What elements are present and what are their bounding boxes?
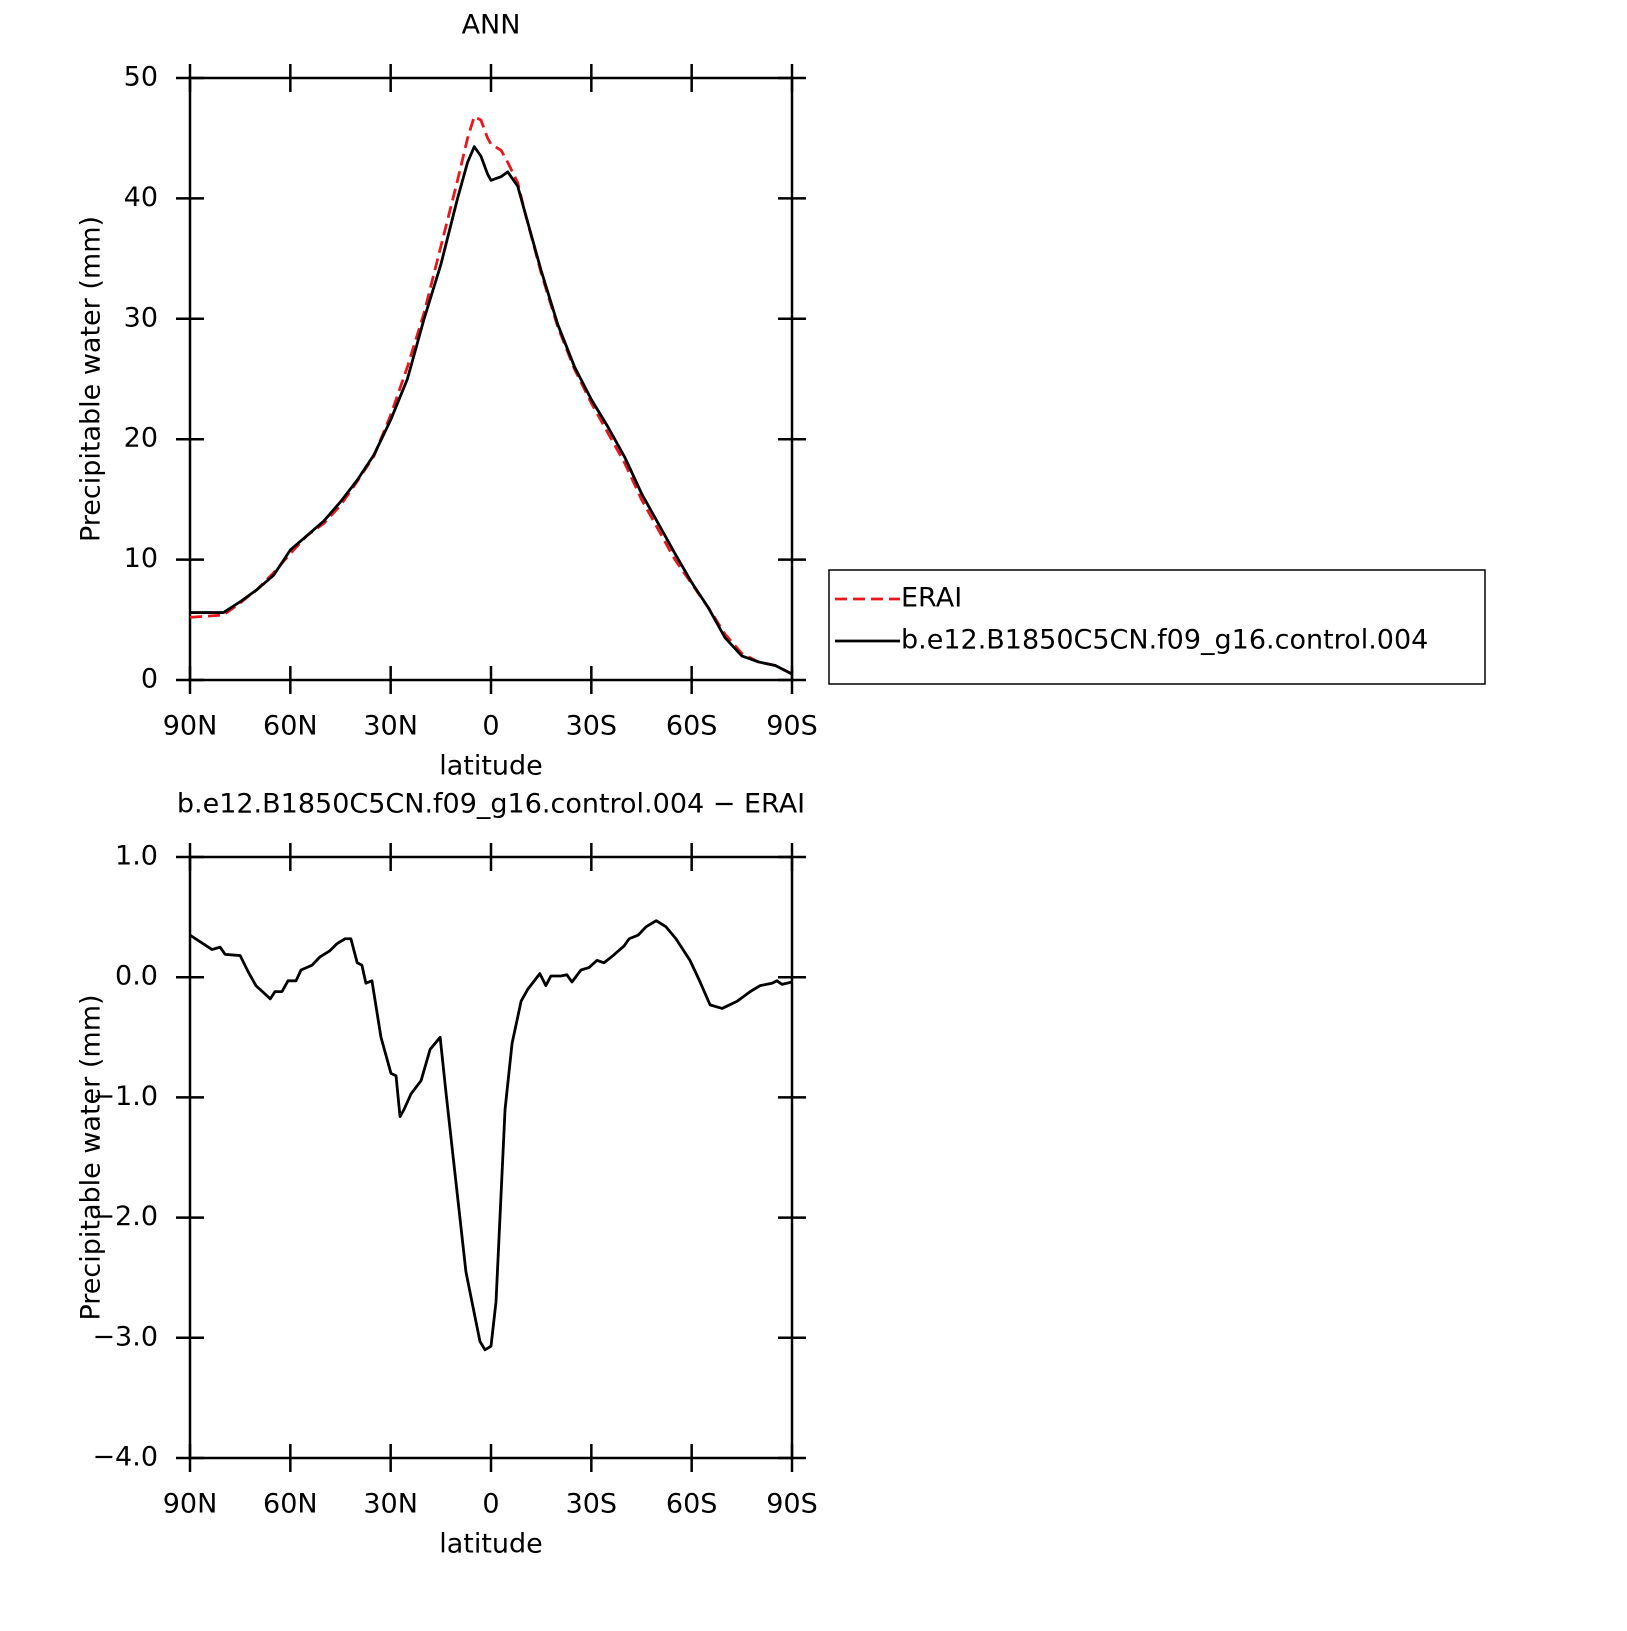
x-tick-label: 30N (363, 711, 418, 742)
x-tick-label: 0 (482, 1489, 499, 1520)
x-tick-label: 30S (566, 1489, 618, 1520)
y-tick-label: 0 (141, 664, 158, 695)
data-line (189, 115, 793, 676)
y-tick-label: 10 (124, 543, 158, 574)
data-line (189, 919, 793, 1352)
x-tick-label: 60S (666, 711, 718, 742)
y-tick-label: 20 (124, 423, 158, 454)
legend-label: b.e12.B1850C5CN.f09_g16.control.004 (901, 625, 1428, 656)
x-tick-label: 90N (163, 711, 218, 742)
x-axis-label: latitude (439, 751, 543, 782)
x-tick-label: 90N (163, 1489, 218, 1520)
x-tick-label: 90S (766, 1489, 818, 1520)
plot-frame (188, 76, 794, 682)
y-tick-label: −2.0 (92, 1201, 158, 1232)
x-tick-label: 30S (566, 711, 618, 742)
y-tick-label: 1.0 (115, 841, 158, 872)
legend-label: ERAI (901, 583, 962, 614)
y-axis-label: Precipitable water (mm) (76, 216, 107, 542)
x-axis-label: latitude (439, 1529, 543, 1560)
data-line (190, 145, 793, 676)
x-tick-label: 90S (766, 711, 818, 742)
y-tick-label: −1.0 (92, 1081, 158, 1112)
x-tick-label: 60S (666, 1489, 718, 1520)
panel: ANN 0 10 20 30 40 50 90N 60N 30N 0 30S 60S 90S latitud… (76, 10, 1486, 782)
x-tick-label: 60N (263, 1489, 318, 1520)
x-tick-label: 30N (363, 1489, 418, 1520)
y-tick-label: 40 (124, 182, 158, 213)
x-tick-label: 0 (482, 711, 499, 742)
y-tick-label: 0.0 (115, 961, 158, 992)
chart-title: b.e12.B1850C5CN.f09_g16.control.004 − ER… (177, 789, 805, 820)
y-tick-label: −3.0 (92, 1321, 158, 1352)
plot-frame (188, 855, 794, 1460)
y-tick-label: 30 (124, 302, 158, 333)
legend-box (828, 569, 1486, 685)
chart-title: ANN (462, 10, 521, 41)
y-axis-label: Precipitable water (mm) (76, 994, 107, 1320)
x-tick-label: 60N (263, 711, 318, 742)
panel: b.e12.B1850C5CN.f09_g16.control.004 − ER… (76, 789, 818, 1560)
legend: ERAI b.e12.B1850C5CN.f09_g16.control.004 (828, 569, 1486, 685)
y-tick-label: −4.0 (92, 1442, 158, 1473)
y-tick-label: 50 (124, 62, 158, 93)
